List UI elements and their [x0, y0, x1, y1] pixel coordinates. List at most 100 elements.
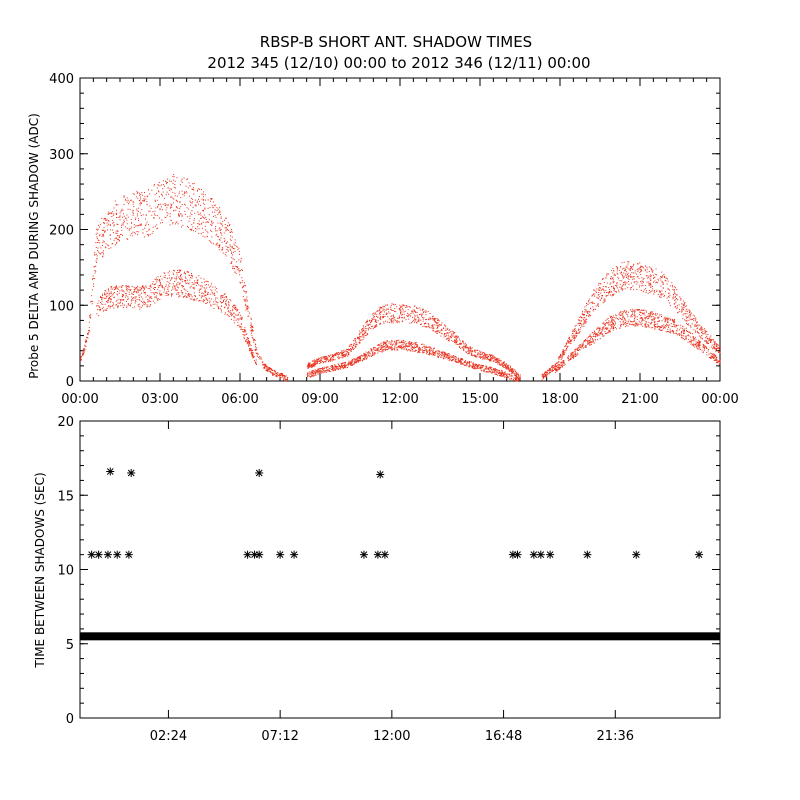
data-point	[111, 213, 113, 215]
data-point	[324, 357, 326, 359]
data-point	[364, 331, 366, 333]
data-point	[444, 354, 446, 356]
data-point	[237, 309, 239, 311]
data-point	[155, 283, 157, 285]
data-point	[491, 358, 493, 360]
data-point	[476, 366, 478, 368]
data-point	[112, 288, 114, 290]
data-point	[152, 211, 154, 213]
data-point	[485, 365, 487, 367]
data-point	[701, 338, 703, 340]
data-point	[358, 342, 360, 344]
data-point	[417, 321, 419, 323]
data-point	[327, 355, 329, 357]
data-point	[314, 371, 316, 373]
data-point	[161, 285, 163, 287]
data-point	[548, 373, 550, 375]
data-point	[145, 286, 147, 288]
data-point	[705, 340, 707, 342]
data-point	[248, 339, 250, 341]
data-point	[373, 318, 375, 320]
data-point	[312, 360, 314, 362]
data-point	[609, 291, 611, 293]
data-point	[114, 296, 116, 298]
data-point	[367, 354, 369, 356]
data-point	[496, 361, 498, 363]
data-point	[516, 374, 518, 376]
data-point	[460, 360, 462, 362]
data-point	[138, 207, 140, 209]
data-point	[307, 365, 309, 367]
data-point	[240, 314, 242, 316]
data-point	[621, 262, 623, 264]
data-point	[429, 313, 431, 315]
data-point	[502, 375, 504, 377]
data-point	[224, 239, 226, 241]
data-point	[508, 369, 510, 371]
data-point	[168, 286, 170, 288]
data-point	[332, 365, 334, 367]
data-point	[115, 288, 117, 290]
data-point	[426, 347, 428, 349]
data-point	[157, 285, 159, 287]
data-point	[584, 321, 586, 323]
data-point	[329, 359, 331, 361]
data-point	[717, 344, 719, 346]
data-point	[388, 341, 390, 343]
data-point	[664, 279, 666, 281]
data-point	[194, 218, 196, 220]
data-point	[418, 350, 420, 352]
data-point	[503, 362, 505, 364]
data-point	[158, 184, 160, 186]
data-point	[415, 349, 417, 351]
data-point	[91, 289, 93, 291]
data-point	[616, 283, 618, 285]
data-point	[368, 351, 370, 353]
data-point	[179, 278, 181, 280]
data-point	[217, 306, 219, 308]
data-point	[687, 309, 689, 311]
data-point	[208, 297, 210, 299]
data-point	[401, 344, 403, 346]
data-point	[487, 358, 489, 360]
data-point	[402, 340, 404, 342]
data-point	[383, 343, 385, 345]
data-point	[106, 292, 108, 294]
data-point	[691, 312, 693, 314]
data-point	[229, 231, 231, 233]
data-point	[173, 202, 175, 204]
data-point	[99, 310, 101, 312]
data-point	[199, 285, 201, 287]
data-point	[354, 359, 356, 361]
data-point	[160, 206, 162, 208]
data-point	[308, 365, 310, 367]
data-point	[379, 345, 381, 347]
data-point	[172, 174, 174, 176]
data-point	[694, 315, 696, 317]
data-point	[102, 250, 104, 252]
data-point	[501, 364, 503, 366]
data-point	[118, 298, 120, 300]
data-point	[440, 356, 442, 358]
data-point	[411, 311, 413, 313]
data-point	[375, 324, 377, 326]
data-point	[461, 343, 463, 345]
data-point	[438, 350, 440, 352]
data-point	[184, 213, 186, 215]
x-tick-label: 09:00	[301, 392, 338, 407]
data-point	[636, 283, 638, 285]
data-point	[339, 367, 341, 369]
data-point	[132, 299, 134, 301]
data-point	[467, 353, 469, 355]
data-point	[178, 287, 180, 289]
data-point	[223, 307, 225, 309]
data-point	[515, 378, 517, 380]
data-point	[502, 362, 504, 364]
data-point	[187, 295, 189, 297]
data-point	[227, 246, 229, 248]
data-point	[390, 347, 392, 349]
data-point	[113, 221, 115, 223]
data-point	[108, 297, 110, 299]
data-point	[454, 342, 456, 344]
data-point	[314, 365, 316, 367]
